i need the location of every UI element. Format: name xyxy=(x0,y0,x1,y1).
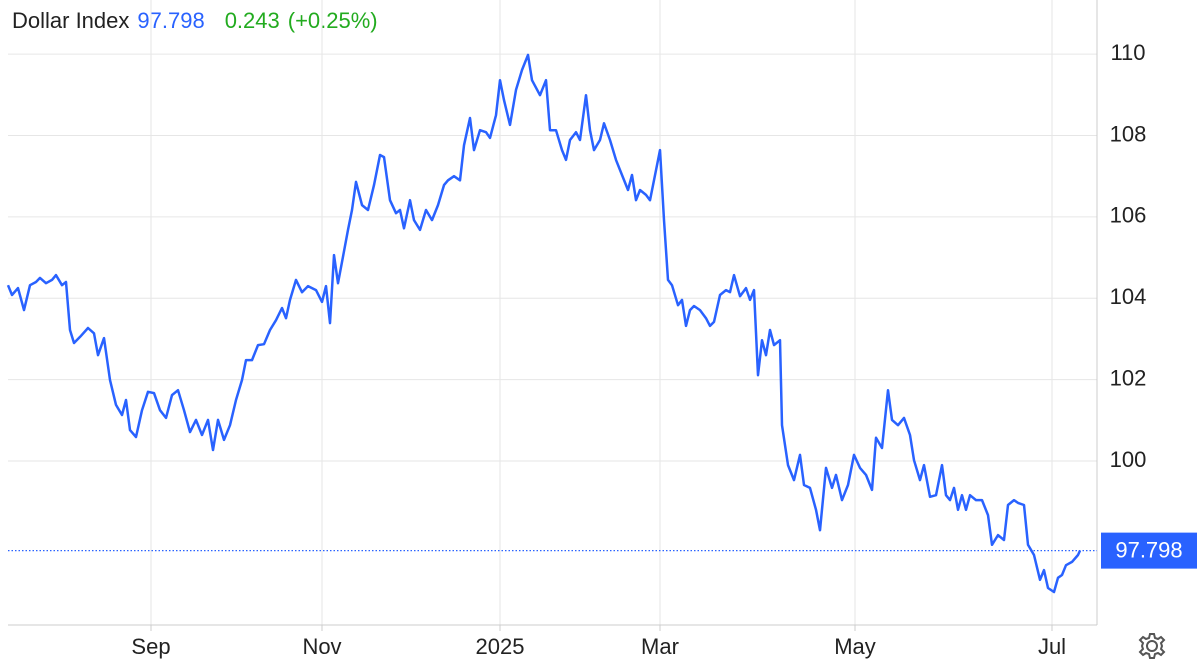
y-tick-label: 110 xyxy=(1110,40,1145,65)
chart-header: Dollar Index 97.798 0.243 (+0.25%) xyxy=(12,8,378,33)
y-tick-label: 102 xyxy=(1110,365,1147,390)
x-tick-label: Mar xyxy=(641,634,679,659)
last-price-badge xyxy=(1101,532,1197,569)
instrument-name: Dollar Index xyxy=(12,8,129,33)
gear-outline xyxy=(1138,633,1166,659)
last-price-label: 97.798 xyxy=(1115,537,1182,562)
last-price: 97.798 xyxy=(137,8,204,33)
y-tick-label: 108 xyxy=(1110,121,1147,146)
y-tick-label: 100 xyxy=(1110,447,1147,472)
settings-icon[interactable] xyxy=(1138,633,1166,659)
y-tick-label: 106 xyxy=(1110,203,1147,228)
price-change-percent: (+0.25%) xyxy=(288,8,378,33)
y-tick-label: 104 xyxy=(1110,284,1147,309)
price-change: 0.243 xyxy=(225,8,280,33)
x-tick-label: Jul xyxy=(1038,634,1066,659)
gear-center xyxy=(1146,640,1158,652)
x-tick-label: Sep xyxy=(131,634,170,659)
x-tick-label: 2025 xyxy=(476,634,525,659)
price-line xyxy=(6,53,1082,594)
x-tick-label: May xyxy=(834,634,876,659)
x-tick-label: Nov xyxy=(302,634,341,659)
